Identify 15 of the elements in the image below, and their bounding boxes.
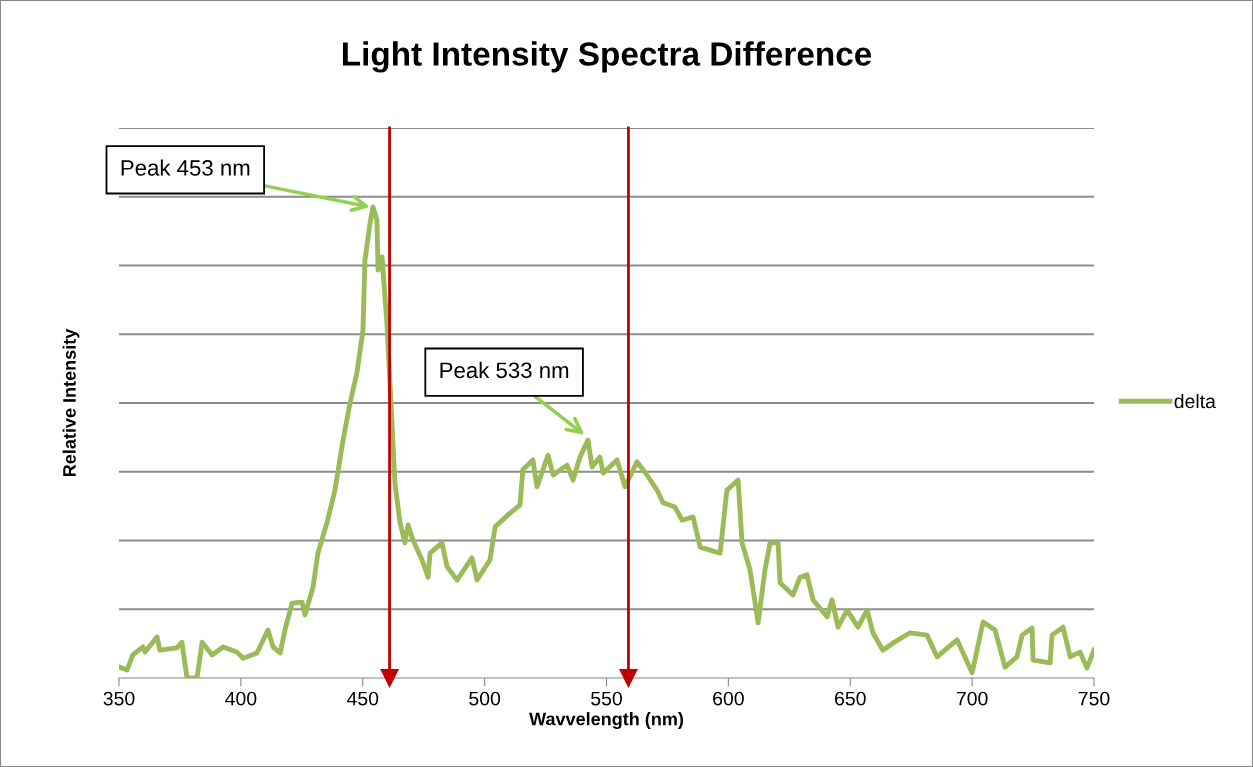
x-tick-label: 350 (103, 691, 135, 706)
x-tick-label: 650 (835, 691, 866, 706)
annotation: Peak 453 nm (121, 159, 250, 176)
x-axis-title: Wavvelength (nm) (529, 712, 684, 730)
annotation: Peak 533 nm (440, 361, 569, 379)
y-axis-title: Relative Intensity (62, 328, 80, 477)
x-tick-label: 600 (713, 691, 744, 706)
chart-title: Light Intensity Spectra Difference (342, 41, 872, 73)
x-tick-label: 400 (225, 691, 257, 706)
x-tick-label: 700 (956, 691, 988, 706)
legend-label: delta (1174, 393, 1216, 409)
x-tick-label: 750 (1078, 691, 1110, 706)
x-tick-label: 450 (346, 691, 379, 706)
x-tick-label: 500 (469, 691, 501, 706)
x-tick-label: 550 (591, 691, 622, 706)
